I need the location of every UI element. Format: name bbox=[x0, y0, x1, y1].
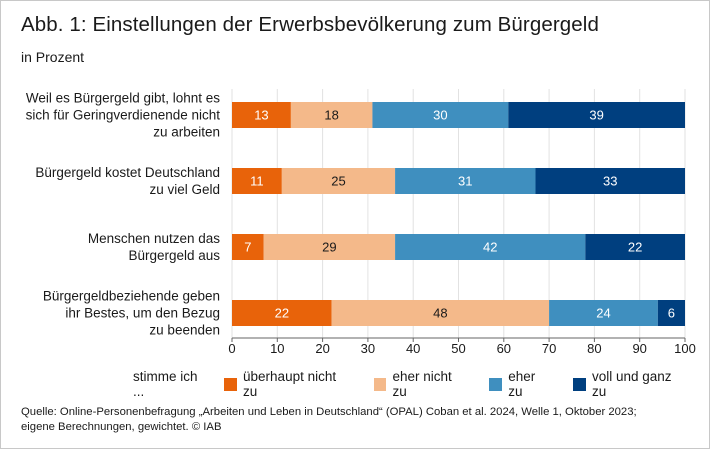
source-note: Quelle: Online-Personenbefragung „Arbeit… bbox=[21, 405, 701, 435]
data-label: 7 bbox=[244, 240, 251, 255]
bar-segment bbox=[585, 234, 685, 260]
category-label-line: zu viel Geld bbox=[149, 182, 220, 197]
chart-title: Abb. 1: Einstellungen der Erwerbsbevölke… bbox=[21, 13, 599, 36]
source-line-2: eigene Berechnungen, gewichtet. © IAB bbox=[21, 421, 222, 433]
x-tick-label: 40 bbox=[406, 341, 420, 356]
bar-segment bbox=[372, 102, 509, 128]
category-label-line: sich für Geringverdienende nicht bbox=[26, 108, 221, 123]
data-label: 39 bbox=[589, 108, 603, 123]
data-label: 22 bbox=[628, 240, 642, 255]
x-tick-label: 80 bbox=[587, 341, 601, 356]
category-label-line: zu arbeiten bbox=[153, 125, 220, 140]
legend-item-voll-und-ganz-zu: voll und ganz zu bbox=[573, 369, 689, 399]
category-label-line: Menschen nutzen das bbox=[88, 231, 220, 246]
bar-segment bbox=[657, 300, 685, 326]
chart-plot: 0 10 20 30 40 50 60 70 80 90 100 Weil es Bürgergeld… bbox=[26, 89, 696, 356]
data-label: 33 bbox=[603, 174, 617, 189]
x-tick-label: 10 bbox=[270, 341, 284, 356]
bar-segment bbox=[331, 300, 550, 326]
data-label: 18 bbox=[324, 108, 338, 123]
bar-segment bbox=[232, 234, 264, 260]
category-label-line: Weil es Bürgergeld gibt, lohnt es bbox=[26, 91, 220, 106]
category-label: Bürgergeld kostet Deutschland zu viel Gel… bbox=[35, 165, 220, 197]
data-label: 30 bbox=[433, 108, 447, 123]
x-tick-label: 0 bbox=[228, 341, 235, 356]
legend-swatch bbox=[489, 377, 503, 391]
data-label: 29 bbox=[322, 240, 336, 255]
data-label: 11 bbox=[250, 174, 264, 189]
source-line-1: Quelle: Online-Personenbefragung „Arbeit… bbox=[21, 406, 637, 418]
x-tick-label: 70 bbox=[542, 341, 556, 356]
bar-segment bbox=[281, 168, 396, 194]
bar-segment bbox=[535, 168, 685, 194]
category-label: Bürgergeldbeziehende geben ihr Bestes, um… bbox=[43, 289, 220, 338]
data-label: 42 bbox=[483, 240, 497, 255]
x-tick-label: 50 bbox=[451, 341, 465, 356]
x-tick-label: 100 bbox=[674, 341, 696, 356]
x-tick-label: 20 bbox=[315, 341, 329, 356]
data-label: 31 bbox=[458, 174, 472, 189]
legend-label: überhaupt nicht zu bbox=[243, 369, 337, 399]
data-label: 22 bbox=[275, 306, 289, 321]
x-tick-label: 30 bbox=[361, 341, 375, 356]
legend-swatch bbox=[373, 377, 387, 391]
bar-segment bbox=[232, 300, 332, 326]
category-label: Menschen nutzen das Bürgergeld aus bbox=[88, 231, 220, 263]
legend-label: eher nicht zu bbox=[392, 369, 452, 399]
legend-label: eher zu bbox=[508, 369, 536, 399]
x-tick-label: 90 bbox=[632, 341, 646, 356]
data-label: 25 bbox=[331, 174, 345, 189]
legend-item-eher-zu: eher zu bbox=[489, 369, 553, 399]
bar-segment bbox=[232, 168, 282, 194]
legend-swatch bbox=[573, 377, 586, 391]
legend-item-ueberhaupt-nicht-zu: überhaupt nicht zu bbox=[224, 369, 353, 399]
legend-item-eher-nicht-zu: eher nicht zu bbox=[373, 369, 470, 399]
bar-segment bbox=[395, 168, 536, 194]
x-tick-label: 60 bbox=[497, 341, 511, 356]
legend-prefix: stimme ich ... bbox=[133, 369, 198, 399]
bar-segment bbox=[263, 234, 396, 260]
category-label-line: ihr Bestes, um den Bezug bbox=[65, 306, 220, 321]
data-label: 13 bbox=[254, 108, 268, 123]
bar-segment bbox=[290, 102, 373, 128]
bar-segment bbox=[508, 102, 685, 128]
data-label: 24 bbox=[596, 306, 610, 321]
chart-subtitle: in Prozent bbox=[21, 49, 85, 65]
bar-segment bbox=[232, 102, 291, 128]
bar-segment bbox=[549, 300, 658, 326]
data-label: 48 bbox=[433, 306, 447, 321]
category-label-line: Bürgergeld aus bbox=[128, 248, 220, 263]
category-label-line: zu beenden bbox=[149, 323, 220, 338]
category-label-line: Bürgergeldbeziehende geben bbox=[43, 289, 220, 304]
category-label-line: Bürgergeld kostet Deutschland bbox=[35, 165, 220, 180]
chart-legend: stimme ich ... überhaupt nicht zu eher n… bbox=[133, 369, 709, 399]
data-label: 6 bbox=[668, 306, 675, 321]
bar-segment bbox=[395, 234, 586, 260]
category-label: Weil es Bürgergeld gibt, lohnt es sich fü… bbox=[26, 91, 221, 140]
legend-label: voll und ganz zu bbox=[591, 369, 672, 399]
legend-swatch bbox=[224, 377, 238, 391]
